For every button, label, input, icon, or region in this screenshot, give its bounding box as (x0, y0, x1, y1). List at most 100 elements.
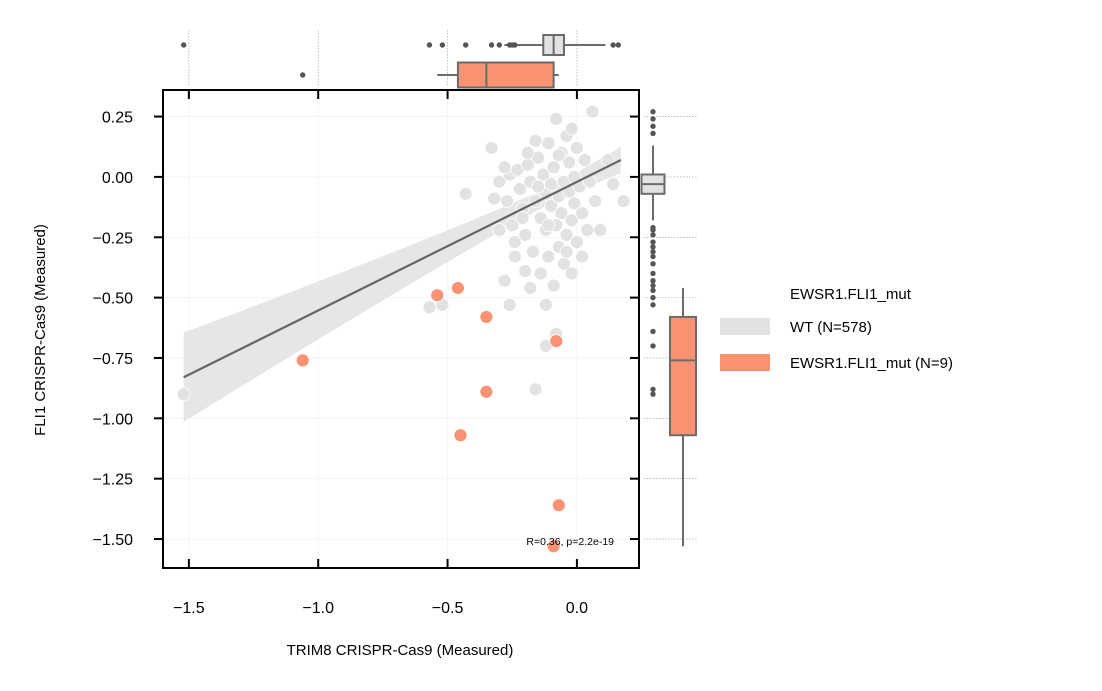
marginal-y-outlier-wt-10 (650, 253, 656, 260)
marginal-x-box-mut (456, 61, 555, 89)
marginal-y-box-mut (669, 315, 697, 437)
marginal-y-outlier-wt-17 (650, 302, 656, 308)
y-tick-label-0: 0.25 (102, 110, 133, 127)
marginal-y-outlier-wt-21 (650, 391, 656, 397)
point-wt-24 (541, 136, 556, 151)
marginal-y-outlier-wt-12 (650, 270, 656, 277)
point-wt-27 (544, 198, 558, 213)
point-wt-66 (518, 264, 533, 278)
point-wt-42 (564, 213, 579, 228)
point-wt-77 (520, 145, 535, 160)
point-wt-67 (507, 249, 522, 264)
point-wt-58 (616, 194, 631, 208)
marginal-x-outlier-mut-0 (299, 72, 306, 78)
point-mut-1 (430, 288, 445, 303)
point-wt-4 (484, 141, 499, 155)
y-axis-label: FLI1 CRISPR-Cas9 (Measured) (32, 224, 49, 436)
marginal-y-outlier-wt-5 (650, 227, 656, 233)
y-tick-label-6: −1.25 (93, 472, 134, 489)
point-wt-70 (528, 133, 543, 148)
axes-layer: −1.5 −1.0 −0.5 0.0 0.25 0.00 −0.25 −0.50 −0.75 −1… (93, 89, 640, 617)
point-wt-8 (505, 218, 520, 233)
x-tick-label-1: −1.0 (302, 600, 334, 617)
point-wt-11 (513, 182, 527, 196)
point-wt-79 (515, 211, 530, 225)
point-mut-3 (479, 310, 494, 324)
marginal-x-outlier-wt-5 (496, 42, 503, 48)
marginal-y-outlier-wt-0 (650, 109, 656, 115)
marginal-y-outlier-wt-7 (650, 239, 656, 245)
y-tick-label-2: −0.25 (93, 230, 134, 247)
marginal-y-outlier-wt-6 (650, 232, 656, 238)
y-tick-label-4: −0.75 (93, 351, 134, 368)
points-layer (176, 104, 631, 554)
marginal-x-outlier-wt-2 (439, 42, 446, 48)
marginal-y-outlier-wt-3 (650, 130, 656, 137)
marginal-y-outlier-wt-18 (650, 328, 656, 335)
regression-line (183, 159, 622, 379)
point-wt-74 (541, 218, 556, 233)
marginal-x-outlier-wt-9 (610, 42, 616, 48)
point-wt-21 (536, 167, 551, 182)
regression-line-layer (183, 159, 622, 379)
point-wt-71 (564, 121, 579, 136)
marginal-x-outlier-wt-10 (615, 42, 622, 48)
point-mut-6 (453, 428, 468, 443)
legend-swatch-wt (720, 318, 770, 335)
marginal-y-outlier-wt-11 (650, 261, 656, 267)
point-wt-51 (580, 223, 595, 237)
confidence-band (183, 147, 621, 422)
x-tick-label-3: 0.0 (566, 600, 588, 617)
point-wt-39 (559, 227, 574, 242)
marginal-y-outlier-wt-19 (650, 343, 656, 349)
point-wt-78 (497, 160, 512, 175)
point-wt-62 (538, 297, 553, 312)
marginal-x-outlier-wt-0 (180, 42, 187, 48)
point-wt-41 (562, 155, 577, 170)
y-tick-label-7: −1.50 (93, 532, 134, 549)
marginal-y-outlier-wt-20 (650, 386, 656, 393)
point-wt-73 (531, 179, 546, 194)
point-wt-43 (564, 266, 579, 281)
legend: EWSR1.FLI1_mut WT (N=578) EWSR1.FLI1_mut… (720, 286, 953, 372)
axes-frame (162, 89, 640, 569)
point-wt-50 (577, 153, 592, 167)
point-wt-26 (544, 177, 558, 192)
point-wt-65 (528, 382, 543, 397)
y-tick-label-1: 0.00 (102, 170, 133, 187)
point-wt-13 (518, 227, 533, 242)
point-wt-53 (585, 104, 600, 119)
point-wt-3 (458, 186, 473, 201)
marginal-y-outlier-wt-13 (650, 278, 656, 284)
point-wt-54 (588, 194, 602, 208)
marginal-y-outlier-wt-9 (650, 249, 656, 255)
y-tick-label-5: −1.00 (93, 411, 134, 428)
point-wt-29 (546, 278, 561, 293)
point-mut-8 (546, 539, 561, 554)
point-wt-75 (559, 244, 574, 259)
marginal-y-outlier-wt-1 (650, 116, 656, 122)
x-tick-label-2: −0.5 (432, 600, 464, 617)
point-wt-61 (502, 297, 517, 312)
grid-layer (163, 30, 697, 568)
y-tick-label-3: −0.50 (93, 291, 134, 308)
point-wt-0 (176, 387, 191, 402)
point-wt-46 (570, 141, 584, 155)
stats-annotation: R=0.36, p=2.2e-19 (526, 536, 614, 548)
point-wt-1 (422, 300, 437, 315)
point-wt-5 (492, 174, 507, 189)
confidence-band-layer (183, 147, 621, 422)
legend-swatch-mut (720, 354, 770, 371)
marginal-x-outlier-wt-3 (462, 42, 469, 48)
marginal-boxplots-layer (180, 34, 697, 547)
point-wt-9 (507, 235, 522, 249)
marginal-y-outlier-wt-8 (650, 244, 656, 250)
point-wt-28 (546, 160, 561, 175)
marginal-y-outlier-wt-15 (650, 287, 656, 294)
marginal-x-outlier-wt-8 (512, 42, 518, 48)
point-wt-55 (593, 223, 608, 237)
point-wt-20 (533, 266, 548, 281)
point-wt-69 (487, 191, 502, 206)
point-wt-45 (567, 196, 582, 211)
